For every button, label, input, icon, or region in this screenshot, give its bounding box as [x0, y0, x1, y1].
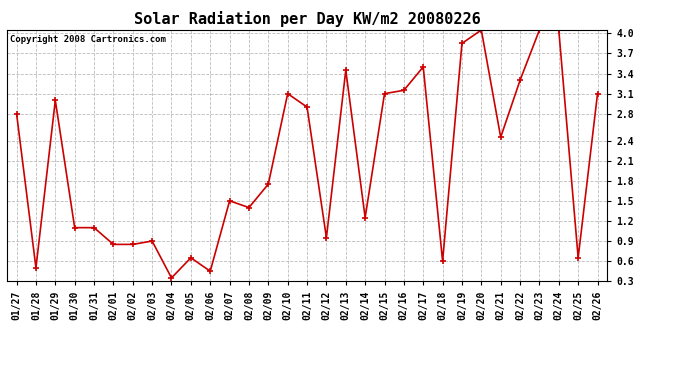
Text: Copyright 2008 Cartronics.com: Copyright 2008 Cartronics.com [10, 35, 166, 44]
Title: Solar Radiation per Day KW/m2 20080226: Solar Radiation per Day KW/m2 20080226 [134, 12, 480, 27]
